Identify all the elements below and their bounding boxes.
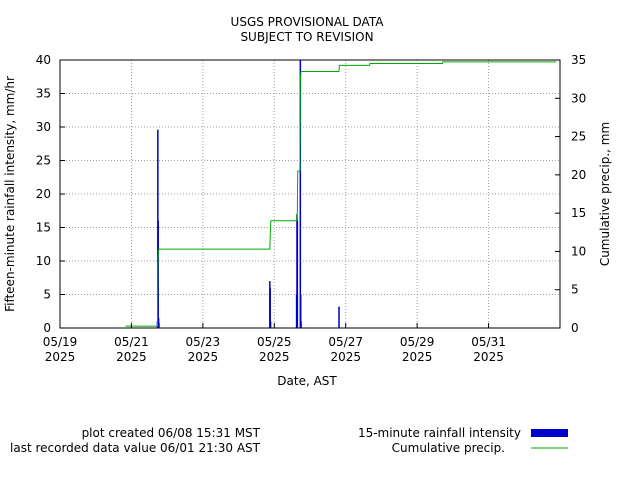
intensity-bar [269,287,271,328]
x-tick-year: 2025 [188,350,219,364]
y-axis-label-left: Fifteen-minute rainfall intensity, mm/hr [3,76,17,312]
plot-created-note: plot created 06/08 15:31 MST [81,426,260,440]
intensity-bar [158,322,160,328]
cumulative-precip-line [125,61,557,327]
y-right-tick-label: 5 [571,283,579,297]
y-left-tick-label: 0 [43,321,51,335]
intensity-bar [299,294,302,328]
intensity-bar [338,306,340,328]
y-left-tick-label: 10 [36,254,51,268]
x-tick-label: 05/25 [257,335,292,349]
x-tick-label: 05/19 [43,335,78,349]
intensity-bar [296,220,299,328]
x-tick-label: 05/31 [471,335,506,349]
y-right-tick-label: 20 [571,168,586,182]
y-left-tick-label: 25 [36,154,51,168]
y-right-tick-label: 30 [571,91,586,105]
x-axis-label: Date, AST [277,374,337,388]
y-right-tick-label: 15 [571,206,586,220]
axis-ticks: 05101520253035400510152025303505/1920250… [36,53,587,364]
y-left-tick-label: 30 [36,120,51,134]
x-tick-year: 2025 [473,350,504,364]
x-tick-year: 2025 [330,350,361,364]
y-right-tick-label: 35 [571,53,586,67]
y-right-tick-label: 0 [571,321,579,335]
y-left-tick-label: 35 [36,87,51,101]
y-left-tick-label: 20 [36,187,51,201]
legend-label-intensity: 15-minute rainfall intensity [358,426,521,440]
intensity-bar [299,60,302,328]
x-tick-year: 2025 [45,350,76,364]
chart-subtitle: SUBJECT TO REVISION [240,30,373,44]
x-tick-label: 05/29 [400,335,435,349]
y-left-tick-label: 5 [43,288,51,302]
y-left-tick-label: 40 [36,53,51,67]
x-tick-year: 2025 [116,350,147,364]
x-tick-label: 05/27 [328,335,363,349]
y-right-tick-label: 25 [571,130,586,144]
legend-swatch-intensity [531,429,568,437]
intensity-bar [300,321,302,328]
last-recorded-note: last recorded data value 06/01 21:30 AST [10,441,260,455]
x-tick-label: 05/23 [186,335,221,349]
y-axis-label-right: Cumulative precip., mm [598,122,612,266]
x-tick-year: 2025 [259,350,290,364]
x-tick-year: 2025 [402,350,433,364]
x-tick-label: 05/21 [114,335,149,349]
chart-title: USGS PROVISIONAL DATA [231,15,385,29]
legend-label-cumulative: Cumulative precip. [392,441,505,455]
grid-lines [59,60,560,328]
y-right-tick-label: 10 [571,244,586,258]
y-left-tick-label: 15 [36,221,51,235]
intensity-bar [269,321,272,328]
